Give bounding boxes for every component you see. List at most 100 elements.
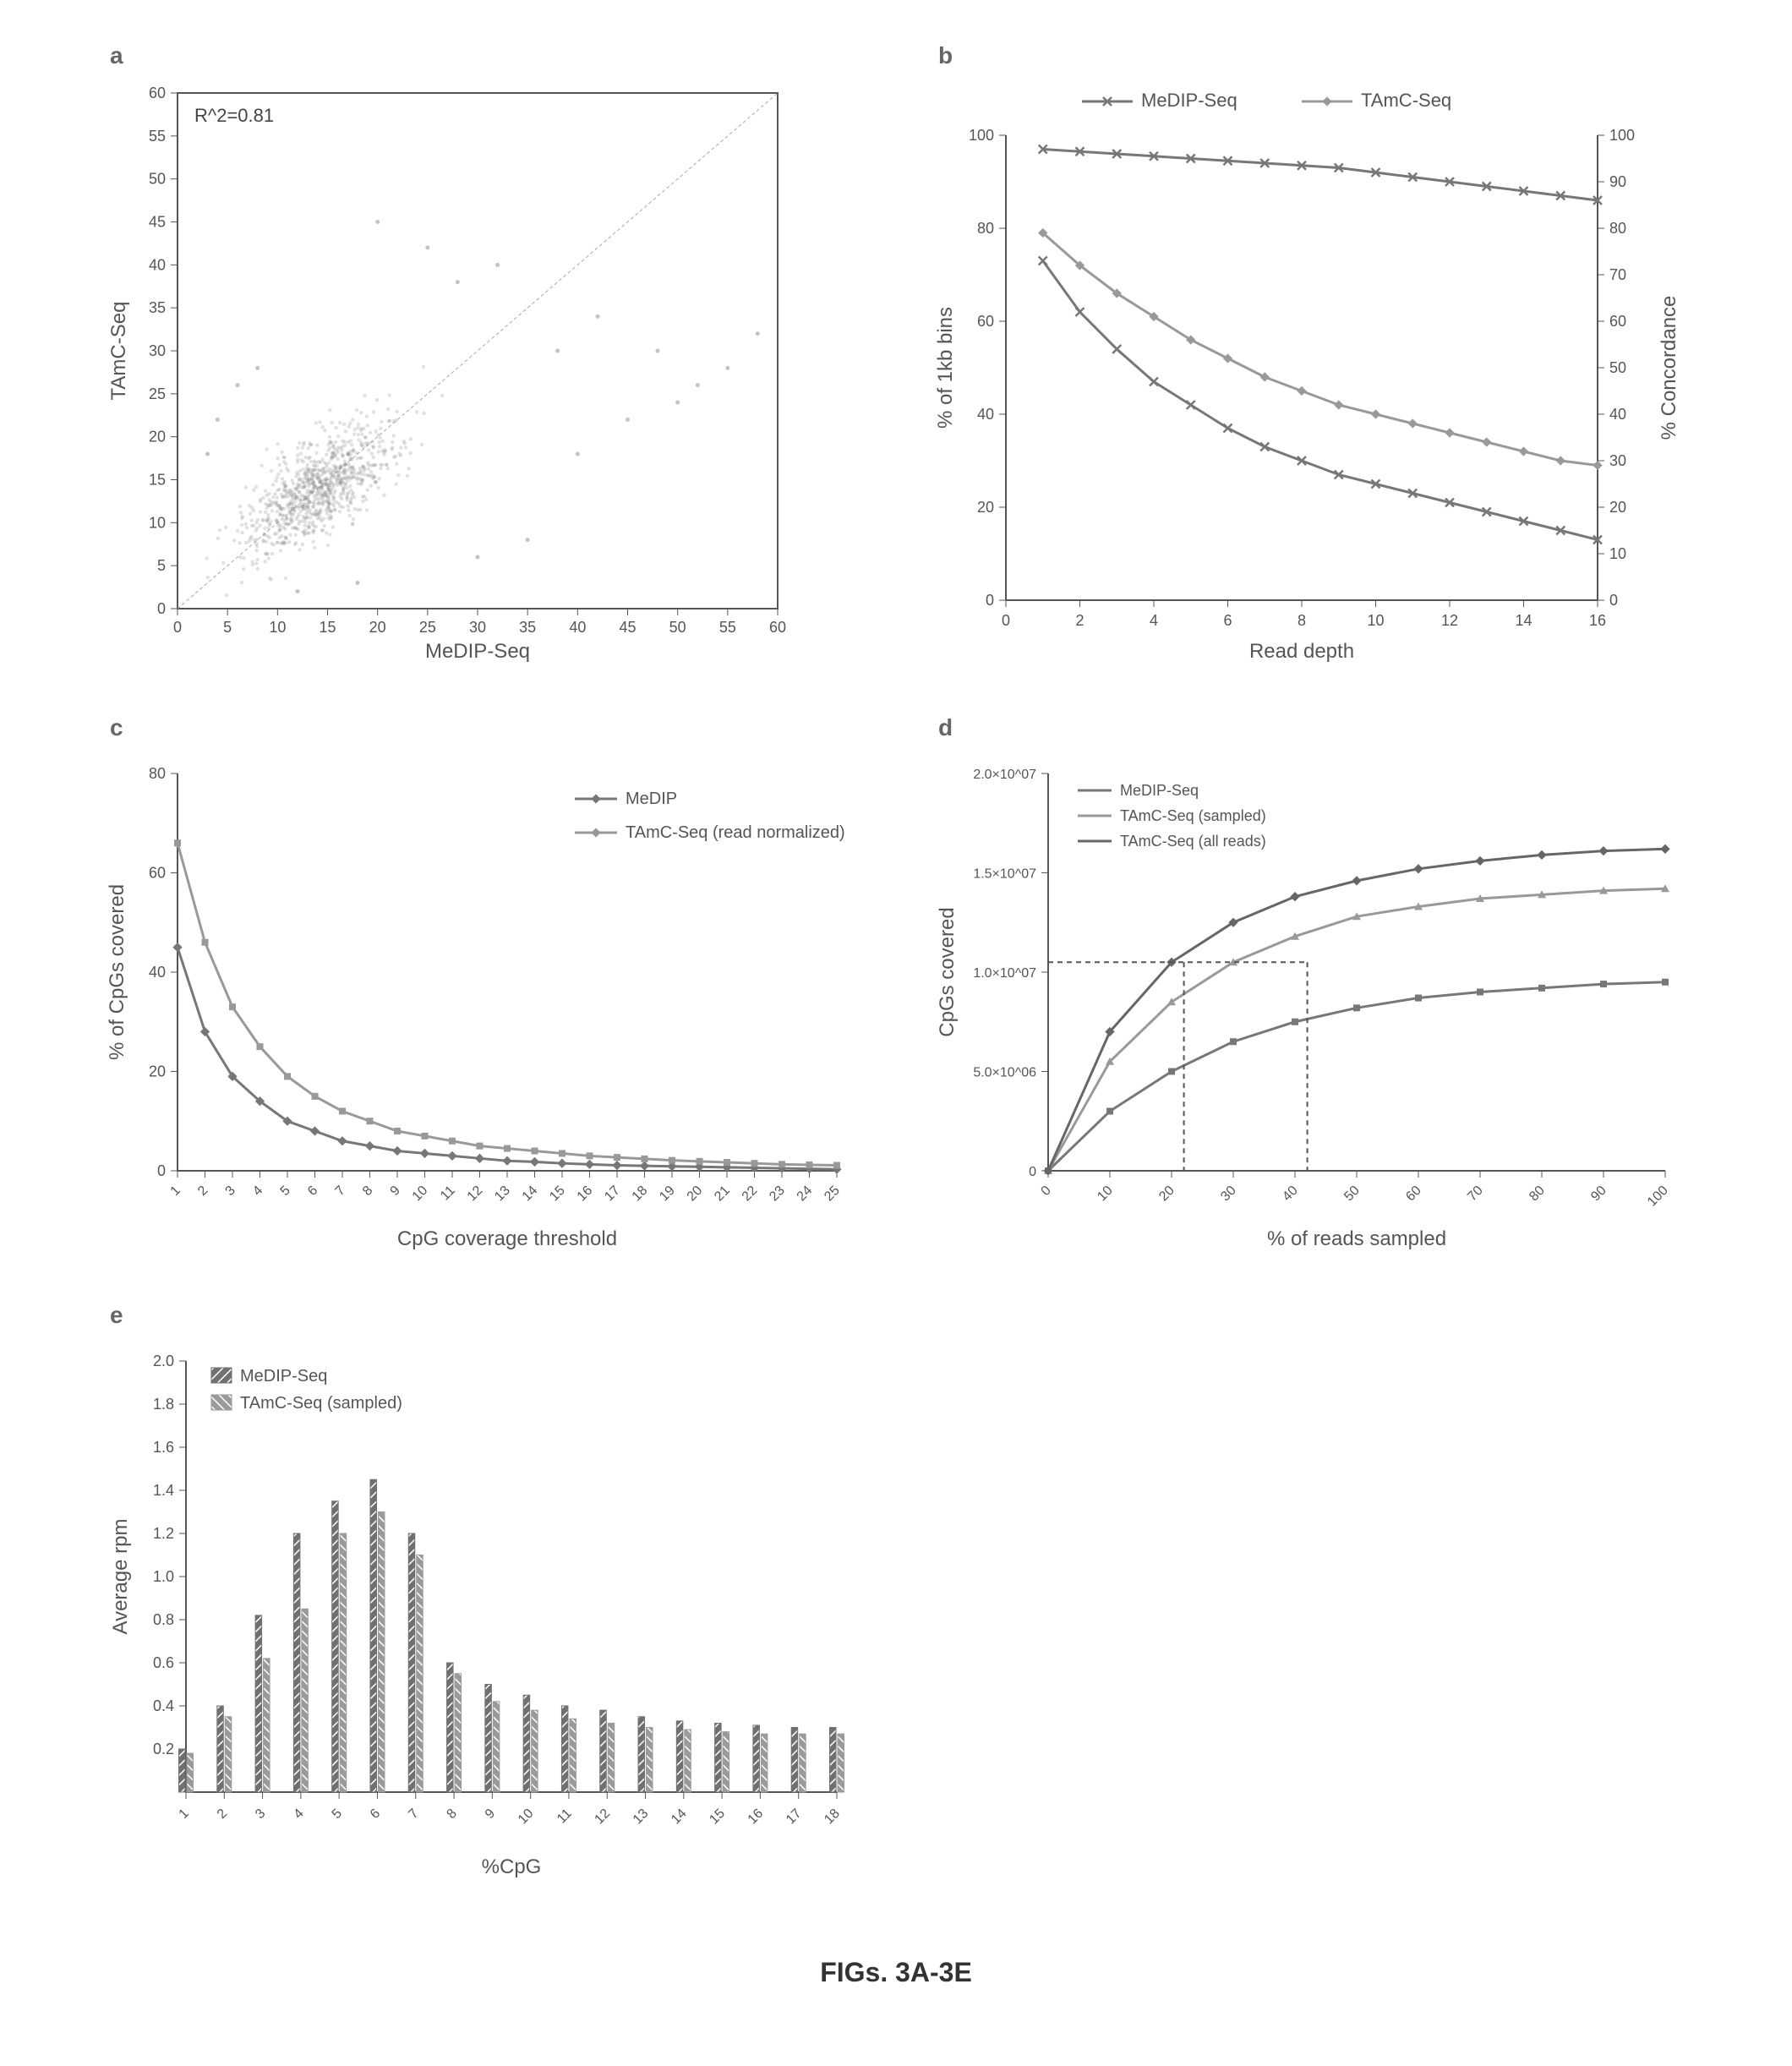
panel-a-label: a xyxy=(110,42,123,69)
svg-text:20: 20 xyxy=(977,499,994,516)
figure-grid: a 05101520253035404550556005101520253035… xyxy=(101,51,1691,1889)
svg-text:4: 4 xyxy=(1150,612,1158,629)
svg-text:R^2=0.81: R^2=0.81 xyxy=(194,105,274,126)
panel-b-label: b xyxy=(938,42,953,69)
svg-text:60: 60 xyxy=(149,85,166,101)
svg-text:10: 10 xyxy=(1095,1183,1116,1205)
svg-text:12: 12 xyxy=(465,1183,486,1205)
svg-text:MeDIP-Seq: MeDIP-Seq xyxy=(1141,90,1237,111)
svg-text:0: 0 xyxy=(1609,592,1618,609)
svg-text:6: 6 xyxy=(305,1183,320,1199)
svg-text:17: 17 xyxy=(784,1806,805,1828)
svg-text:15: 15 xyxy=(319,619,336,636)
svg-text:18: 18 xyxy=(630,1183,651,1205)
svg-text:19: 19 xyxy=(657,1183,678,1205)
svg-text:MeDIP: MeDIP xyxy=(626,790,677,808)
svg-text:40: 40 xyxy=(977,406,994,423)
svg-text:23: 23 xyxy=(767,1183,788,1205)
svg-text:15: 15 xyxy=(547,1183,568,1205)
svg-text:5: 5 xyxy=(157,557,166,574)
svg-text:TAmC-Seq: TAmC-Seq xyxy=(1361,90,1451,111)
svg-text:14: 14 xyxy=(1515,612,1532,629)
panel-c-chart: 0204060801234567891011121314151617181920… xyxy=(101,748,862,1260)
svg-text:%CpG: %CpG xyxy=(482,1856,542,1878)
svg-text:20: 20 xyxy=(149,1063,166,1080)
svg-text:% of CpGs covered: % of CpGs covered xyxy=(106,884,128,1060)
svg-text:5.0×10^06: 5.0×10^06 xyxy=(973,1066,1036,1080)
svg-text:TAmC-Seq: TAmC-Seq xyxy=(107,302,130,401)
svg-text:8: 8 xyxy=(445,1806,460,1822)
svg-text:10: 10 xyxy=(1609,545,1626,562)
svg-text:12: 12 xyxy=(592,1806,613,1828)
svg-text:60: 60 xyxy=(1403,1183,1424,1205)
svg-text:11: 11 xyxy=(438,1183,458,1204)
svg-text:16: 16 xyxy=(575,1183,596,1205)
svg-text:60: 60 xyxy=(977,313,994,330)
svg-text:3: 3 xyxy=(223,1183,238,1199)
svg-text:11: 11 xyxy=(555,1806,575,1827)
svg-text:6: 6 xyxy=(368,1806,383,1822)
panel-d: d 010203040506070809010005.0×10^061.0×10… xyxy=(930,723,1691,1260)
panel-e-chart: 0.20.40.60.81.01.21.41.61.82.01234567891… xyxy=(101,1336,862,1889)
svg-text:1.6: 1.6 xyxy=(153,1439,174,1456)
scatter-plot: 0510152025303540455055600510152025303540… xyxy=(101,76,795,668)
svg-text:14: 14 xyxy=(520,1183,541,1205)
svg-text:MeDIP-Seq: MeDIP-Seq xyxy=(1120,782,1199,799)
svg-text:50: 50 xyxy=(149,171,166,188)
svg-text:0: 0 xyxy=(1039,1183,1054,1199)
svg-text:50: 50 xyxy=(1341,1183,1363,1205)
svg-text:0: 0 xyxy=(1029,1165,1036,1179)
svg-text:% of reads sampled: % of reads sampled xyxy=(1267,1227,1446,1250)
svg-text:2: 2 xyxy=(1075,612,1084,629)
svg-text:7: 7 xyxy=(406,1806,421,1822)
svg-text:CpG coverage threshold: CpG coverage threshold xyxy=(397,1227,617,1250)
svg-text:12: 12 xyxy=(1441,612,1458,629)
svg-text:30: 30 xyxy=(1218,1183,1239,1205)
svg-text:TAmC-Seq (read normalized): TAmC-Seq (read normalized) xyxy=(626,823,845,842)
svg-text:0: 0 xyxy=(173,619,182,636)
svg-text:5: 5 xyxy=(278,1183,293,1199)
svg-text:4: 4 xyxy=(250,1183,265,1199)
svg-text:60: 60 xyxy=(1609,313,1626,330)
svg-text:1: 1 xyxy=(177,1806,192,1822)
svg-text:40: 40 xyxy=(569,619,586,636)
line-chart-saturation: 010203040506070809010005.0×10^061.0×10^0… xyxy=(930,748,1691,1255)
line-chart-coverage: 0204060801234567891011121314151617181920… xyxy=(101,748,862,1255)
svg-text:25: 25 xyxy=(822,1183,843,1205)
svg-text:1.8: 1.8 xyxy=(153,1396,174,1413)
svg-text:40: 40 xyxy=(149,256,166,273)
svg-text:6: 6 xyxy=(1223,612,1232,629)
svg-text:20: 20 xyxy=(685,1183,706,1205)
svg-text:1.0×10^07: 1.0×10^07 xyxy=(973,966,1036,981)
svg-text:21: 21 xyxy=(712,1183,733,1205)
svg-text:45: 45 xyxy=(619,619,636,636)
svg-text:10: 10 xyxy=(410,1183,431,1205)
svg-text:10: 10 xyxy=(1367,612,1384,629)
svg-text:30: 30 xyxy=(469,619,486,636)
svg-text:Average rpm: Average rpm xyxy=(109,1519,132,1635)
svg-text:80: 80 xyxy=(1609,220,1626,237)
svg-text:2: 2 xyxy=(195,1183,210,1199)
panel-d-chart: 010203040506070809010005.0×10^061.0×10^0… xyxy=(930,748,1691,1260)
svg-text:0.4: 0.4 xyxy=(153,1697,174,1714)
svg-text:60: 60 xyxy=(149,865,166,882)
panel-a: a 05101520253035404550556005101520253035… xyxy=(101,51,862,672)
svg-text:2.0×10^07: 2.0×10^07 xyxy=(973,768,1036,782)
svg-text:20: 20 xyxy=(1609,499,1626,516)
svg-text:15: 15 xyxy=(149,472,166,489)
svg-text:16: 16 xyxy=(1589,612,1606,629)
svg-text:7: 7 xyxy=(333,1183,348,1199)
svg-text:0: 0 xyxy=(1002,612,1010,629)
svg-text:1.0: 1.0 xyxy=(153,1568,174,1585)
svg-text:1.4: 1.4 xyxy=(153,1482,174,1499)
svg-text:60: 60 xyxy=(769,619,786,636)
svg-text:0: 0 xyxy=(157,1162,166,1179)
svg-text:14: 14 xyxy=(669,1806,690,1828)
svg-text:13: 13 xyxy=(631,1806,652,1828)
svg-text:100: 100 xyxy=(969,127,994,144)
svg-text:55: 55 xyxy=(149,128,166,145)
svg-text:40: 40 xyxy=(1280,1183,1301,1205)
svg-text:45: 45 xyxy=(149,214,166,231)
svg-text:40: 40 xyxy=(149,964,166,981)
svg-text:25: 25 xyxy=(149,385,166,402)
